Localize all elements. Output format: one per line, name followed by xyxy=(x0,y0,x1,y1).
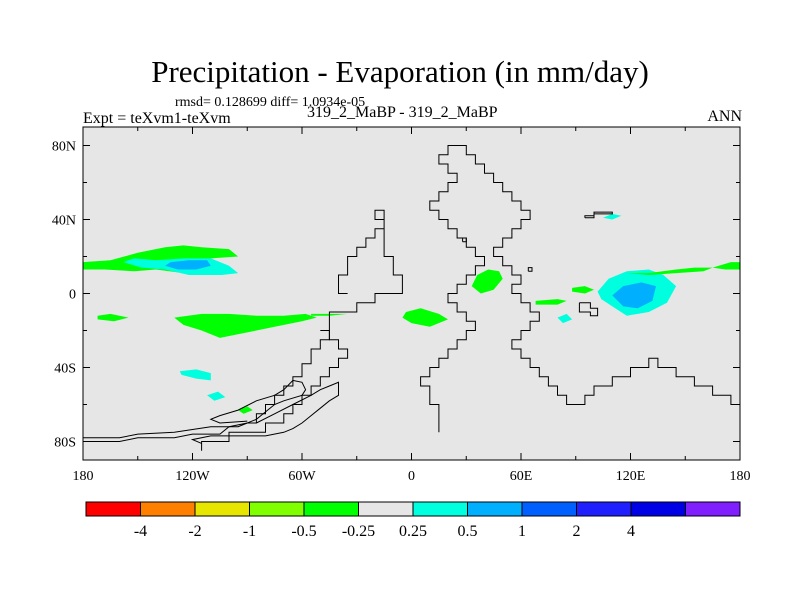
coastline-northern-continent xyxy=(420,145,740,433)
colorbar-label: 4 xyxy=(627,523,635,540)
coastline-antarctic-peninsula xyxy=(83,379,307,442)
y-tick-label: 80N xyxy=(52,140,76,155)
cyan-patch-north-indian xyxy=(603,213,622,220)
colorbar-label: -2 xyxy=(188,523,201,540)
y-tick-label: 40S xyxy=(54,362,76,377)
colorbar-label: -4 xyxy=(134,523,147,540)
colorbar-box xyxy=(630,501,686,517)
colorbar-label: -0.25 xyxy=(342,523,375,540)
case-label: 319_2_MaBP - 319_2_MaBP xyxy=(307,104,498,121)
green-patch-date-line xyxy=(712,262,740,270)
colorbar-box xyxy=(412,501,468,517)
y-tick-label: 80S xyxy=(54,436,76,451)
green-patch-east-africa xyxy=(402,308,448,327)
green-patch-indian-ocean xyxy=(535,299,567,305)
colorbar-box xyxy=(576,501,632,517)
colorbar-box xyxy=(358,501,414,517)
colorbar-box xyxy=(467,501,523,517)
x-tick-label: 120W xyxy=(175,469,210,484)
coastline-inner-ridge xyxy=(190,381,339,444)
colorbar-label: 2 xyxy=(573,523,581,540)
colorbar-label: 0.5 xyxy=(458,523,478,540)
x-tick-label: 180 xyxy=(730,469,751,484)
cyan-patch-south-pacific-b xyxy=(207,391,226,401)
colorbar-label: -1 xyxy=(243,523,256,540)
colorbar: -4 -2 -1 -0.5 -0.25 0.25 0.5 1 2 4 xyxy=(85,501,741,540)
x-tick-label: 120E xyxy=(616,469,646,484)
cyan-patch-west-indian xyxy=(557,313,573,324)
coastline-south-america xyxy=(201,209,403,451)
green-patch-north-west-pacific xyxy=(626,267,713,275)
green-patch-maritime xyxy=(572,286,594,294)
colorbar-label: 0.25 xyxy=(399,523,427,540)
chart-title: Precipitation - Evaporation (in mm/day) xyxy=(151,54,649,89)
green-patch-drake xyxy=(238,406,253,414)
field-layer xyxy=(83,213,740,414)
colorbar-label: -0.5 xyxy=(291,523,316,540)
experiment-label: Expt = teXvm1-teXvm xyxy=(83,110,231,127)
coastline-small-island-b xyxy=(578,302,599,317)
y-tick-label: 40N xyxy=(52,214,76,229)
coastline-layer xyxy=(83,145,740,451)
y-tick-label: 0 xyxy=(69,288,76,303)
x-tick-label: 180 xyxy=(73,469,94,484)
colorbar-label: 1 xyxy=(518,523,526,540)
green-band-south-pacific xyxy=(174,313,317,338)
green-patch-central-africa xyxy=(471,269,503,294)
colorbar-box xyxy=(194,501,250,517)
x-tick-label: 0 xyxy=(408,469,415,484)
coastline-small-island-d xyxy=(527,267,533,272)
plot-area xyxy=(83,127,740,460)
cyan-patch-south-pacific-a xyxy=(179,369,211,381)
coastline-small-island-a xyxy=(584,211,613,219)
colorbar-box xyxy=(85,501,141,517)
colorbar-box xyxy=(303,501,359,517)
stats-label: rmsd= 0.128699 diff= 1.0934e-05 xyxy=(175,95,366,110)
blue-core-north-pacific xyxy=(165,260,211,270)
colorbar-box xyxy=(521,501,577,517)
season-label: ANN xyxy=(707,108,742,125)
x-tick-label: 60E xyxy=(510,469,533,484)
x-tick-label: 60W xyxy=(288,469,316,484)
coastline-west-coast xyxy=(83,330,330,439)
colorbar-box xyxy=(685,501,741,517)
green-patch-east-pacific xyxy=(97,313,129,322)
coastline-small-island-c xyxy=(462,237,467,243)
axes: 180 120W 60W 0 60E 120E 180 80N 40N 0 40S 80S xyxy=(52,126,751,484)
colorbar-box xyxy=(249,501,305,517)
blue-core-west-pacific xyxy=(612,282,656,309)
colorbar-box xyxy=(140,501,196,517)
